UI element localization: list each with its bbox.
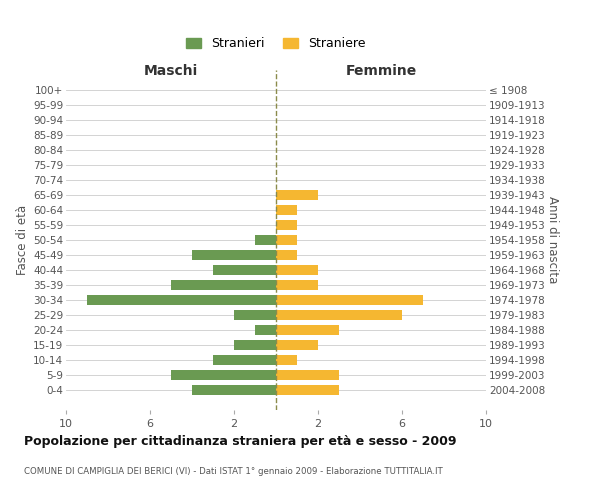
Bar [276, 265, 318, 275]
Bar [255, 325, 276, 334]
Y-axis label: Fasce di età: Fasce di età [16, 205, 29, 275]
Text: Femmine: Femmine [346, 64, 416, 78]
Bar [276, 340, 318, 349]
Legend: Stranieri, Straniere: Stranieri, Straniere [181, 32, 371, 55]
Bar [192, 385, 276, 394]
Y-axis label: Anni di nascita: Anni di nascita [547, 196, 559, 284]
Bar [171, 370, 276, 380]
Bar [276, 295, 423, 304]
Bar [171, 280, 276, 290]
Bar [213, 265, 276, 275]
Bar [213, 355, 276, 364]
Bar [276, 280, 318, 290]
Bar [276, 190, 318, 200]
Text: COMUNE DI CAMPIGLIA DEI BERICI (VI) - Dati ISTAT 1° gennaio 2009 - Elaborazione : COMUNE DI CAMPIGLIA DEI BERICI (VI) - Da… [24, 468, 443, 476]
Bar [234, 310, 276, 320]
Text: Popolazione per cittadinanza straniera per età e sesso - 2009: Popolazione per cittadinanza straniera p… [24, 435, 457, 448]
Bar [87, 295, 276, 304]
Bar [192, 250, 276, 260]
Bar [276, 325, 339, 334]
Bar [276, 235, 297, 245]
Bar [234, 340, 276, 349]
Bar [276, 220, 297, 230]
Bar [276, 205, 297, 215]
Bar [255, 235, 276, 245]
Bar [276, 370, 339, 380]
Text: Maschi: Maschi [144, 64, 198, 78]
Bar [276, 310, 402, 320]
Bar [276, 385, 339, 394]
Bar [276, 355, 297, 364]
Bar [276, 250, 297, 260]
